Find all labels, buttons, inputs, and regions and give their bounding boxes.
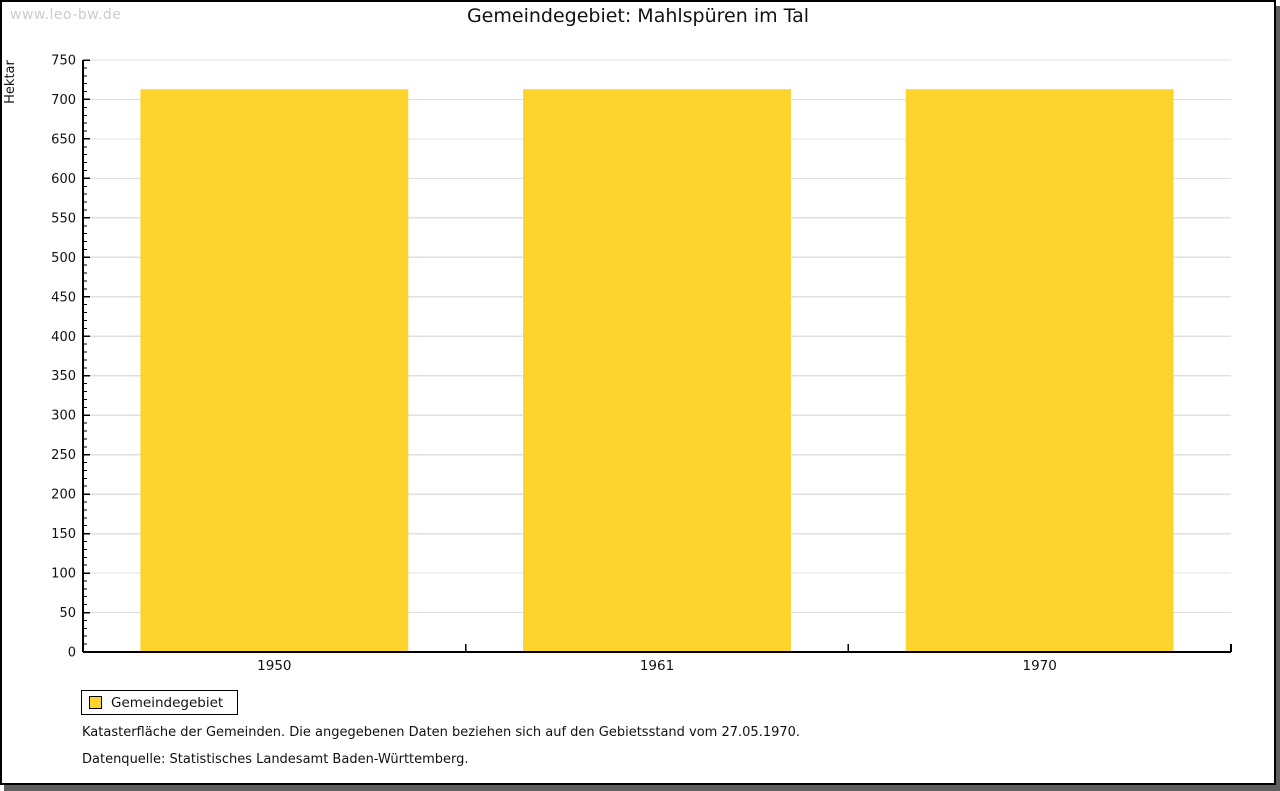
y-axis-title: Hektar bbox=[3, 59, 18, 103]
footnote-gebietsstand: Katasterfläche der Gemeinden. Die angege… bbox=[82, 725, 801, 740]
legend-label: Gemeindegebiet bbox=[111, 694, 224, 711]
y-tick-label: 400 bbox=[51, 330, 76, 345]
footnote-datenquelle: Datenquelle: Statistisches Landesamt Bad… bbox=[82, 752, 469, 767]
chart-title: Gemeindegebiet: Mahlspüren im Tal bbox=[466, 5, 810, 27]
bar-1950 bbox=[140, 89, 409, 653]
legend: Gemeindegebiet bbox=[81, 690, 239, 715]
x-category-label: 1950 bbox=[257, 658, 291, 674]
y-tick-label: 700 bbox=[51, 93, 76, 108]
watermark: www.leo-bw.de bbox=[10, 7, 122, 23]
y-tick-label: 750 bbox=[51, 54, 76, 69]
y-tick-label: 0 bbox=[68, 646, 76, 661]
y-tick-label: 500 bbox=[51, 251, 76, 266]
y-tick-label: 150 bbox=[51, 527, 76, 542]
legend-swatch bbox=[89, 696, 102, 709]
y-tick-label: 650 bbox=[51, 132, 76, 147]
y-tick-label: 50 bbox=[59, 606, 76, 621]
y-tick-label: 350 bbox=[51, 369, 76, 384]
y-tick-label: 450 bbox=[51, 290, 76, 305]
y-tick-label: 600 bbox=[51, 172, 76, 187]
y-tick-label: 250 bbox=[51, 448, 76, 463]
y-tick-label: 300 bbox=[51, 409, 76, 424]
y-tick-label: 550 bbox=[51, 211, 76, 226]
x-category-label: 1970 bbox=[1022, 658, 1056, 674]
x-category-label: 1961 bbox=[640, 658, 674, 674]
bar-1970 bbox=[905, 89, 1174, 653]
bar-1961 bbox=[523, 89, 791, 653]
y-tick-label: 100 bbox=[51, 567, 76, 582]
y-tick-label: 200 bbox=[51, 488, 76, 503]
